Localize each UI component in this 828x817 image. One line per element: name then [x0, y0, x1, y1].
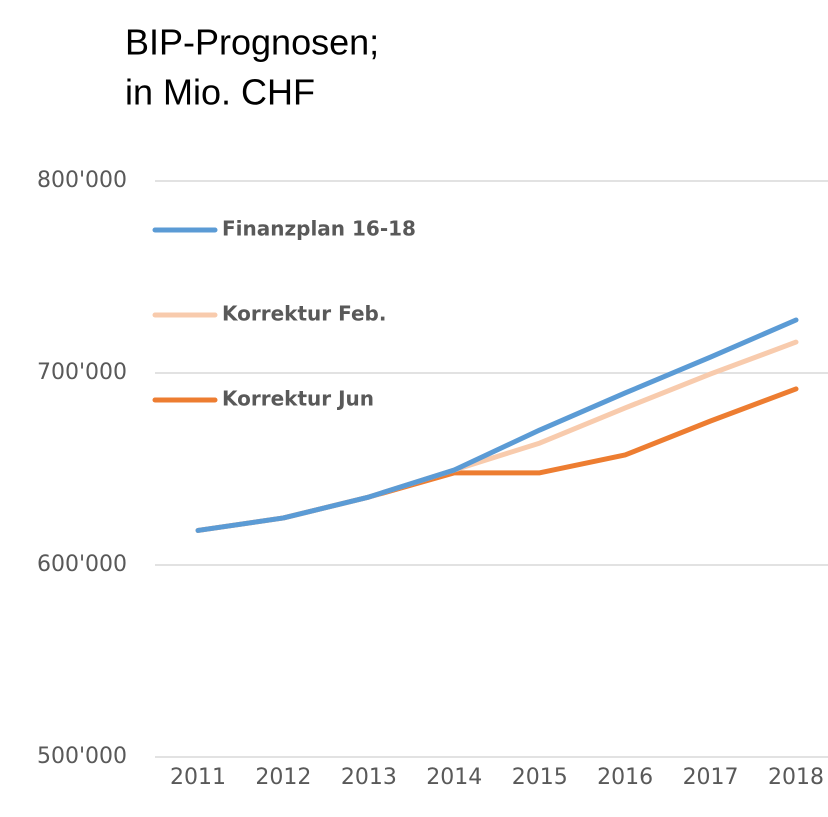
x-tick-label: 2014 [426, 765, 482, 790]
x-tick-label: 2015 [512, 765, 568, 790]
y-tick-label: 500'000 [37, 744, 127, 769]
y-tick-label: 800'000 [37, 168, 127, 193]
x-tick-label: 2012 [255, 765, 311, 790]
x-tick-label: 2016 [597, 765, 653, 790]
chart-subtitle: in Mio. CHF [125, 72, 315, 113]
legend-label: Finanzplan 16-18 [222, 217, 416, 241]
y-tick-label: 600'000 [37, 552, 127, 577]
line-series [195, 317, 799, 533]
legend-label: Korrektur Feb. [222, 302, 386, 326]
x-tick-label: 2018 [768, 765, 824, 790]
x-tick-label: 2011 [170, 765, 226, 790]
x-tick-label: 2017 [683, 765, 739, 790]
x-tick-label: 2013 [341, 765, 397, 790]
line-series [195, 339, 799, 533]
chart-title: BIP-Prognosen; [125, 22, 379, 63]
y-tick-label: 700'000 [37, 360, 127, 385]
legend-label: Korrektur Jun [222, 387, 374, 411]
